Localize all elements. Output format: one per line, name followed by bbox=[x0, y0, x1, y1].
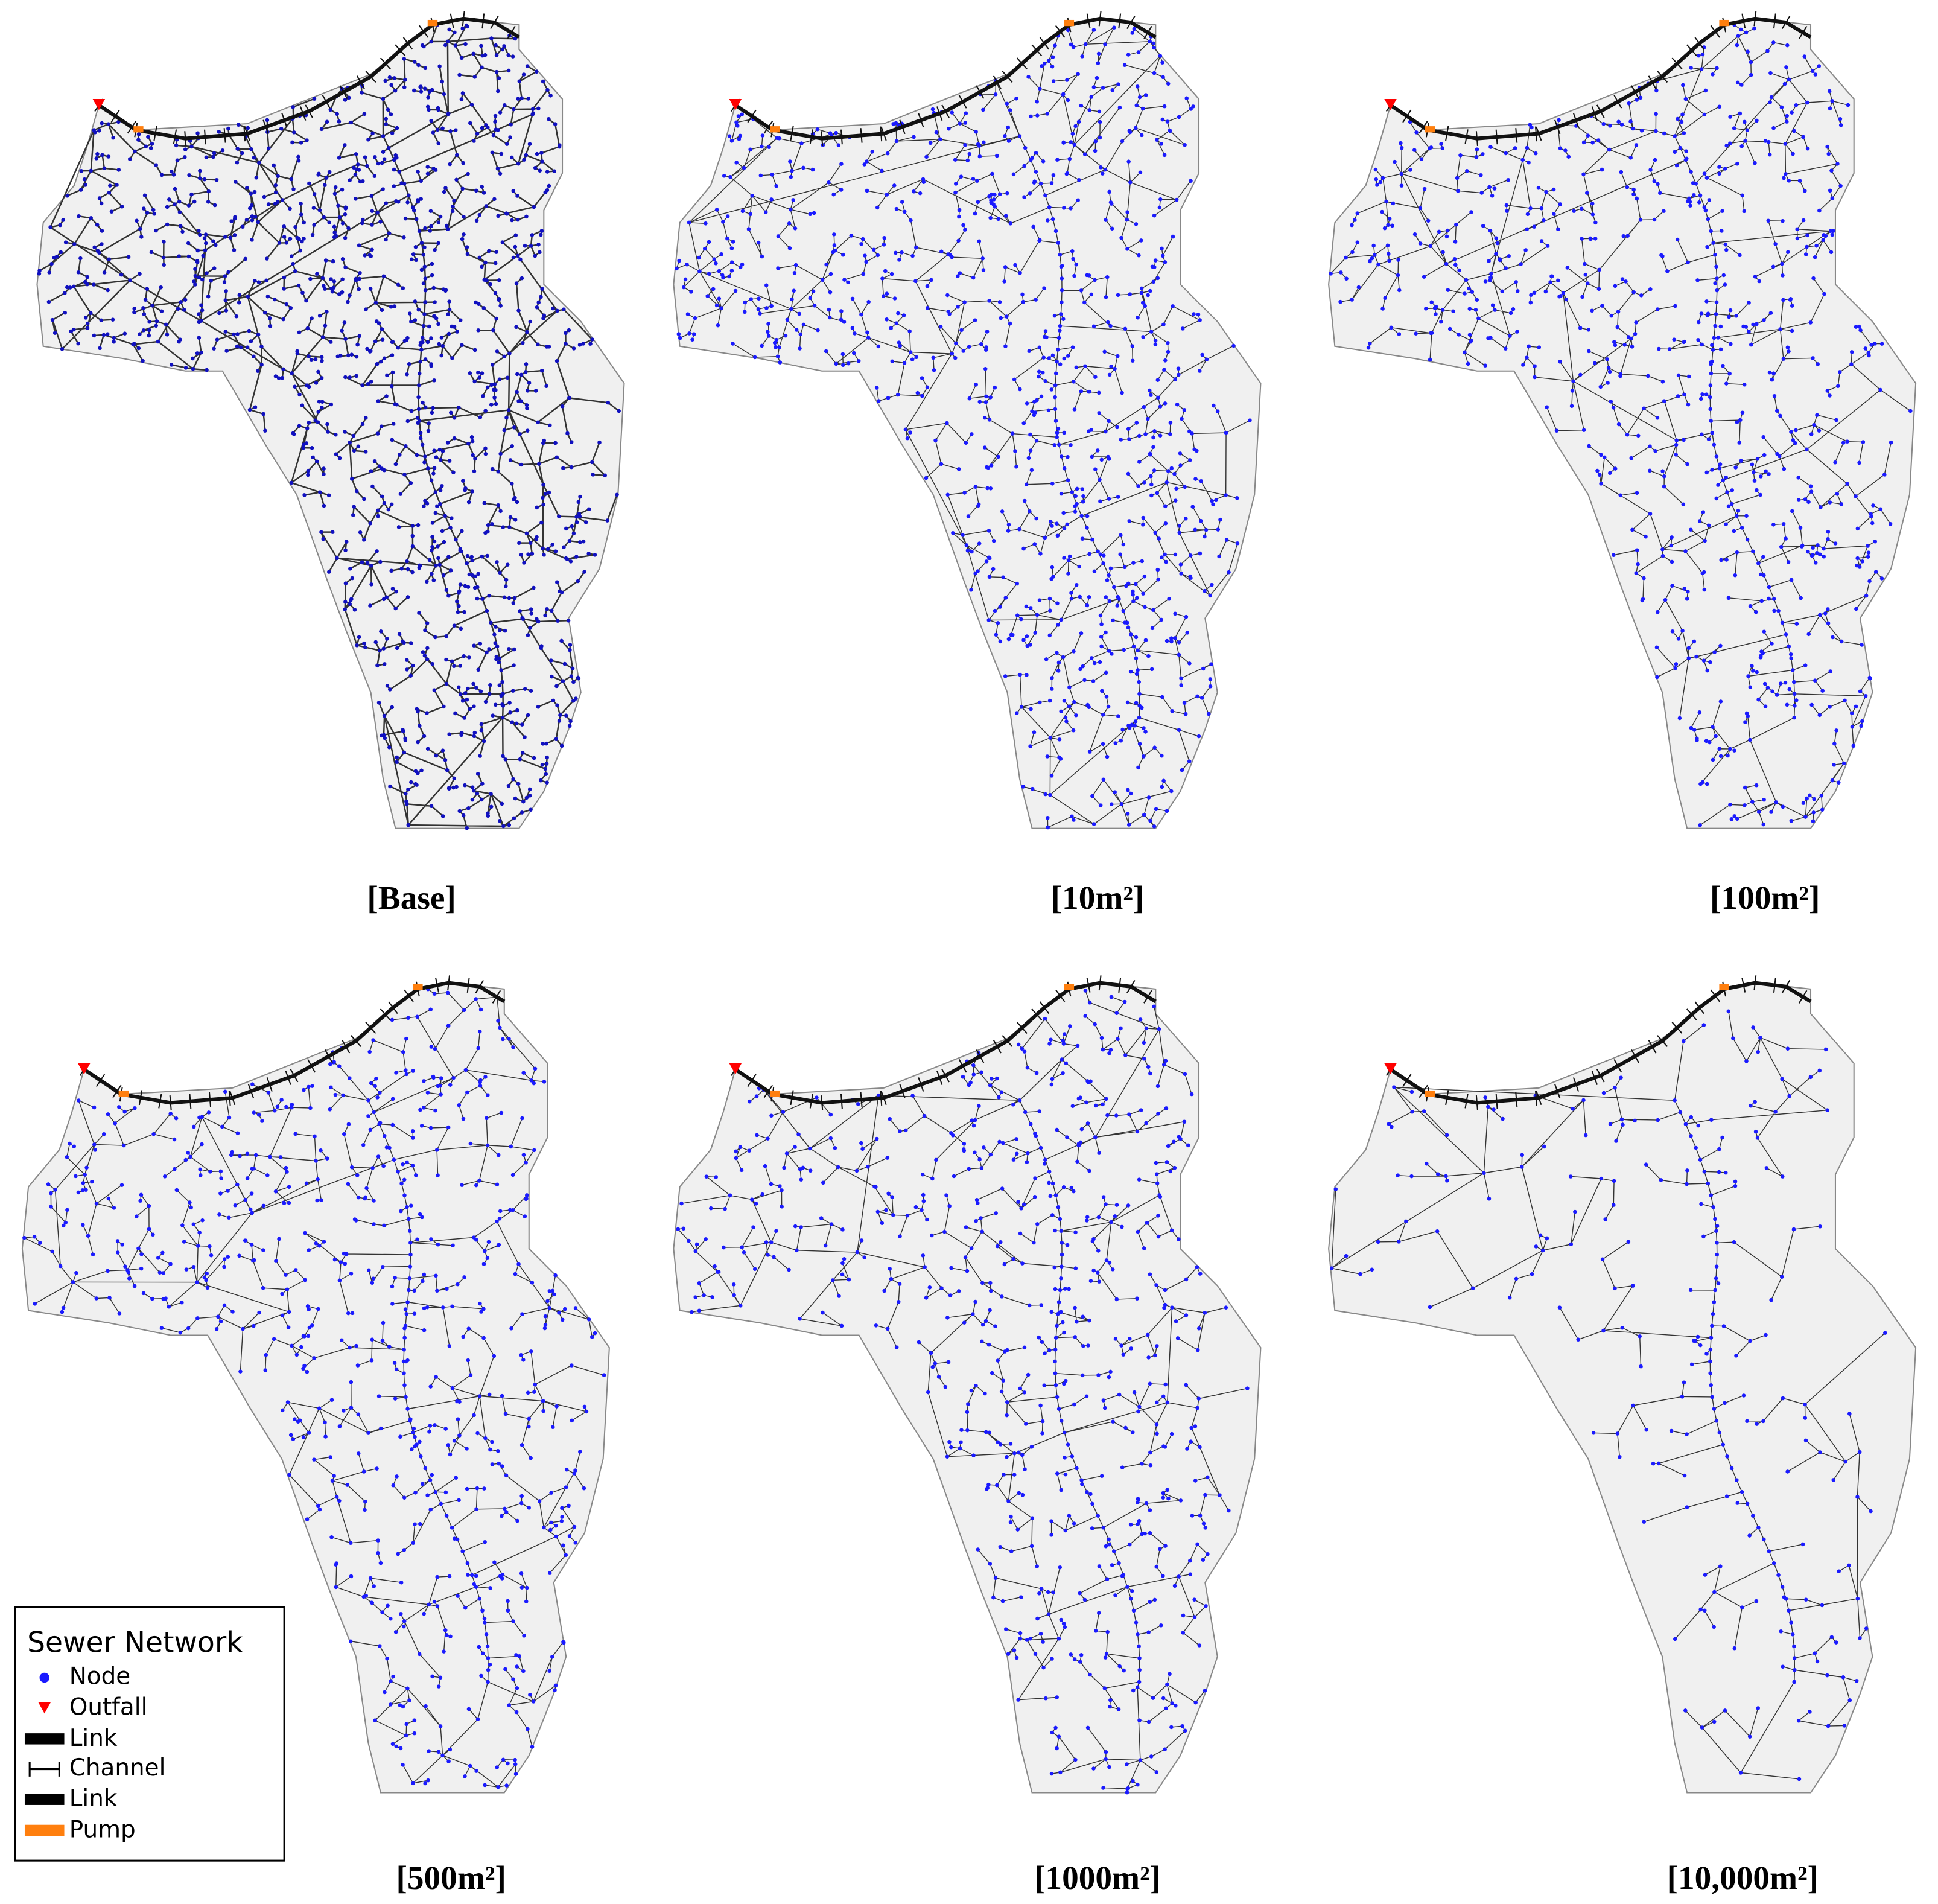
legend-title: Sewer Network bbox=[27, 1626, 243, 1660]
map-panel bbox=[1328, 975, 1917, 1794]
sewer-nodes bbox=[675, 25, 1252, 830]
map-panel bbox=[1328, 11, 1917, 829]
outfall bbox=[1384, 1063, 1397, 1075]
pump bbox=[1719, 19, 1729, 27]
sewer-nodes bbox=[1329, 23, 1913, 827]
outfall bbox=[92, 99, 106, 110]
panel-caption: [500m²] bbox=[396, 1859, 506, 1896]
panel-caption: [Base] bbox=[367, 879, 456, 916]
legend-node-symbol bbox=[39, 1672, 49, 1683]
catchment bbox=[673, 18, 1262, 829]
outfall bbox=[729, 99, 742, 110]
panel-caption: [10m²] bbox=[1051, 879, 1145, 916]
pump bbox=[770, 1090, 780, 1097]
sewer-links bbox=[1330, 24, 1911, 826]
map-panel bbox=[36, 11, 625, 830]
outfall bbox=[78, 1063, 91, 1075]
catchment bbox=[1328, 982, 1917, 1794]
sewer-links bbox=[678, 990, 1248, 1793]
legend-item: Outfall bbox=[69, 1694, 148, 1721]
pump bbox=[1719, 984, 1729, 991]
legend-item: Node bbox=[69, 1663, 131, 1690]
catchment bbox=[36, 18, 625, 829]
map-panel bbox=[673, 975, 1262, 1795]
catchment bbox=[673, 982, 1262, 1794]
pump bbox=[1064, 19, 1075, 27]
legend-link-symbol bbox=[24, 1733, 65, 1745]
legend-item: Link bbox=[69, 1785, 118, 1812]
sewer-links bbox=[38, 24, 620, 829]
pump bbox=[427, 19, 438, 27]
pump bbox=[413, 984, 423, 991]
pump bbox=[1064, 984, 1075, 991]
legend-pump-symbol bbox=[24, 1824, 65, 1836]
pump bbox=[133, 126, 144, 133]
map-panel bbox=[673, 11, 1262, 830]
panel-caption: [10,000m²] bbox=[1667, 1859, 1819, 1896]
legend-item: Link bbox=[69, 1725, 118, 1752]
legend-item: Channel bbox=[69, 1754, 166, 1781]
panel-caption: [100m²] bbox=[1710, 879, 1820, 916]
pump bbox=[118, 1090, 129, 1097]
pump bbox=[770, 126, 780, 133]
legend-item: Pump bbox=[69, 1816, 136, 1843]
pump bbox=[1425, 1090, 1435, 1097]
outfall bbox=[729, 1063, 742, 1075]
pump bbox=[1425, 126, 1435, 133]
map-panel bbox=[21, 975, 610, 1794]
panel-caption: [1000m²] bbox=[1034, 1859, 1161, 1896]
legend: Sewer Network Node Outfall Link Channel … bbox=[14, 1606, 285, 1862]
catchment bbox=[1328, 18, 1917, 829]
sewer-nodes bbox=[676, 989, 1250, 1795]
legend-link-symbol bbox=[24, 1794, 65, 1805]
panels: [Base] [10m²] [100m²] [500m²] [1000m²] [10,00… bbox=[21, 11, 1917, 1896]
outfall bbox=[1384, 99, 1397, 110]
legend-outfall-symbol bbox=[38, 1702, 51, 1714]
legend-channel-symbol bbox=[28, 1762, 60, 1777]
